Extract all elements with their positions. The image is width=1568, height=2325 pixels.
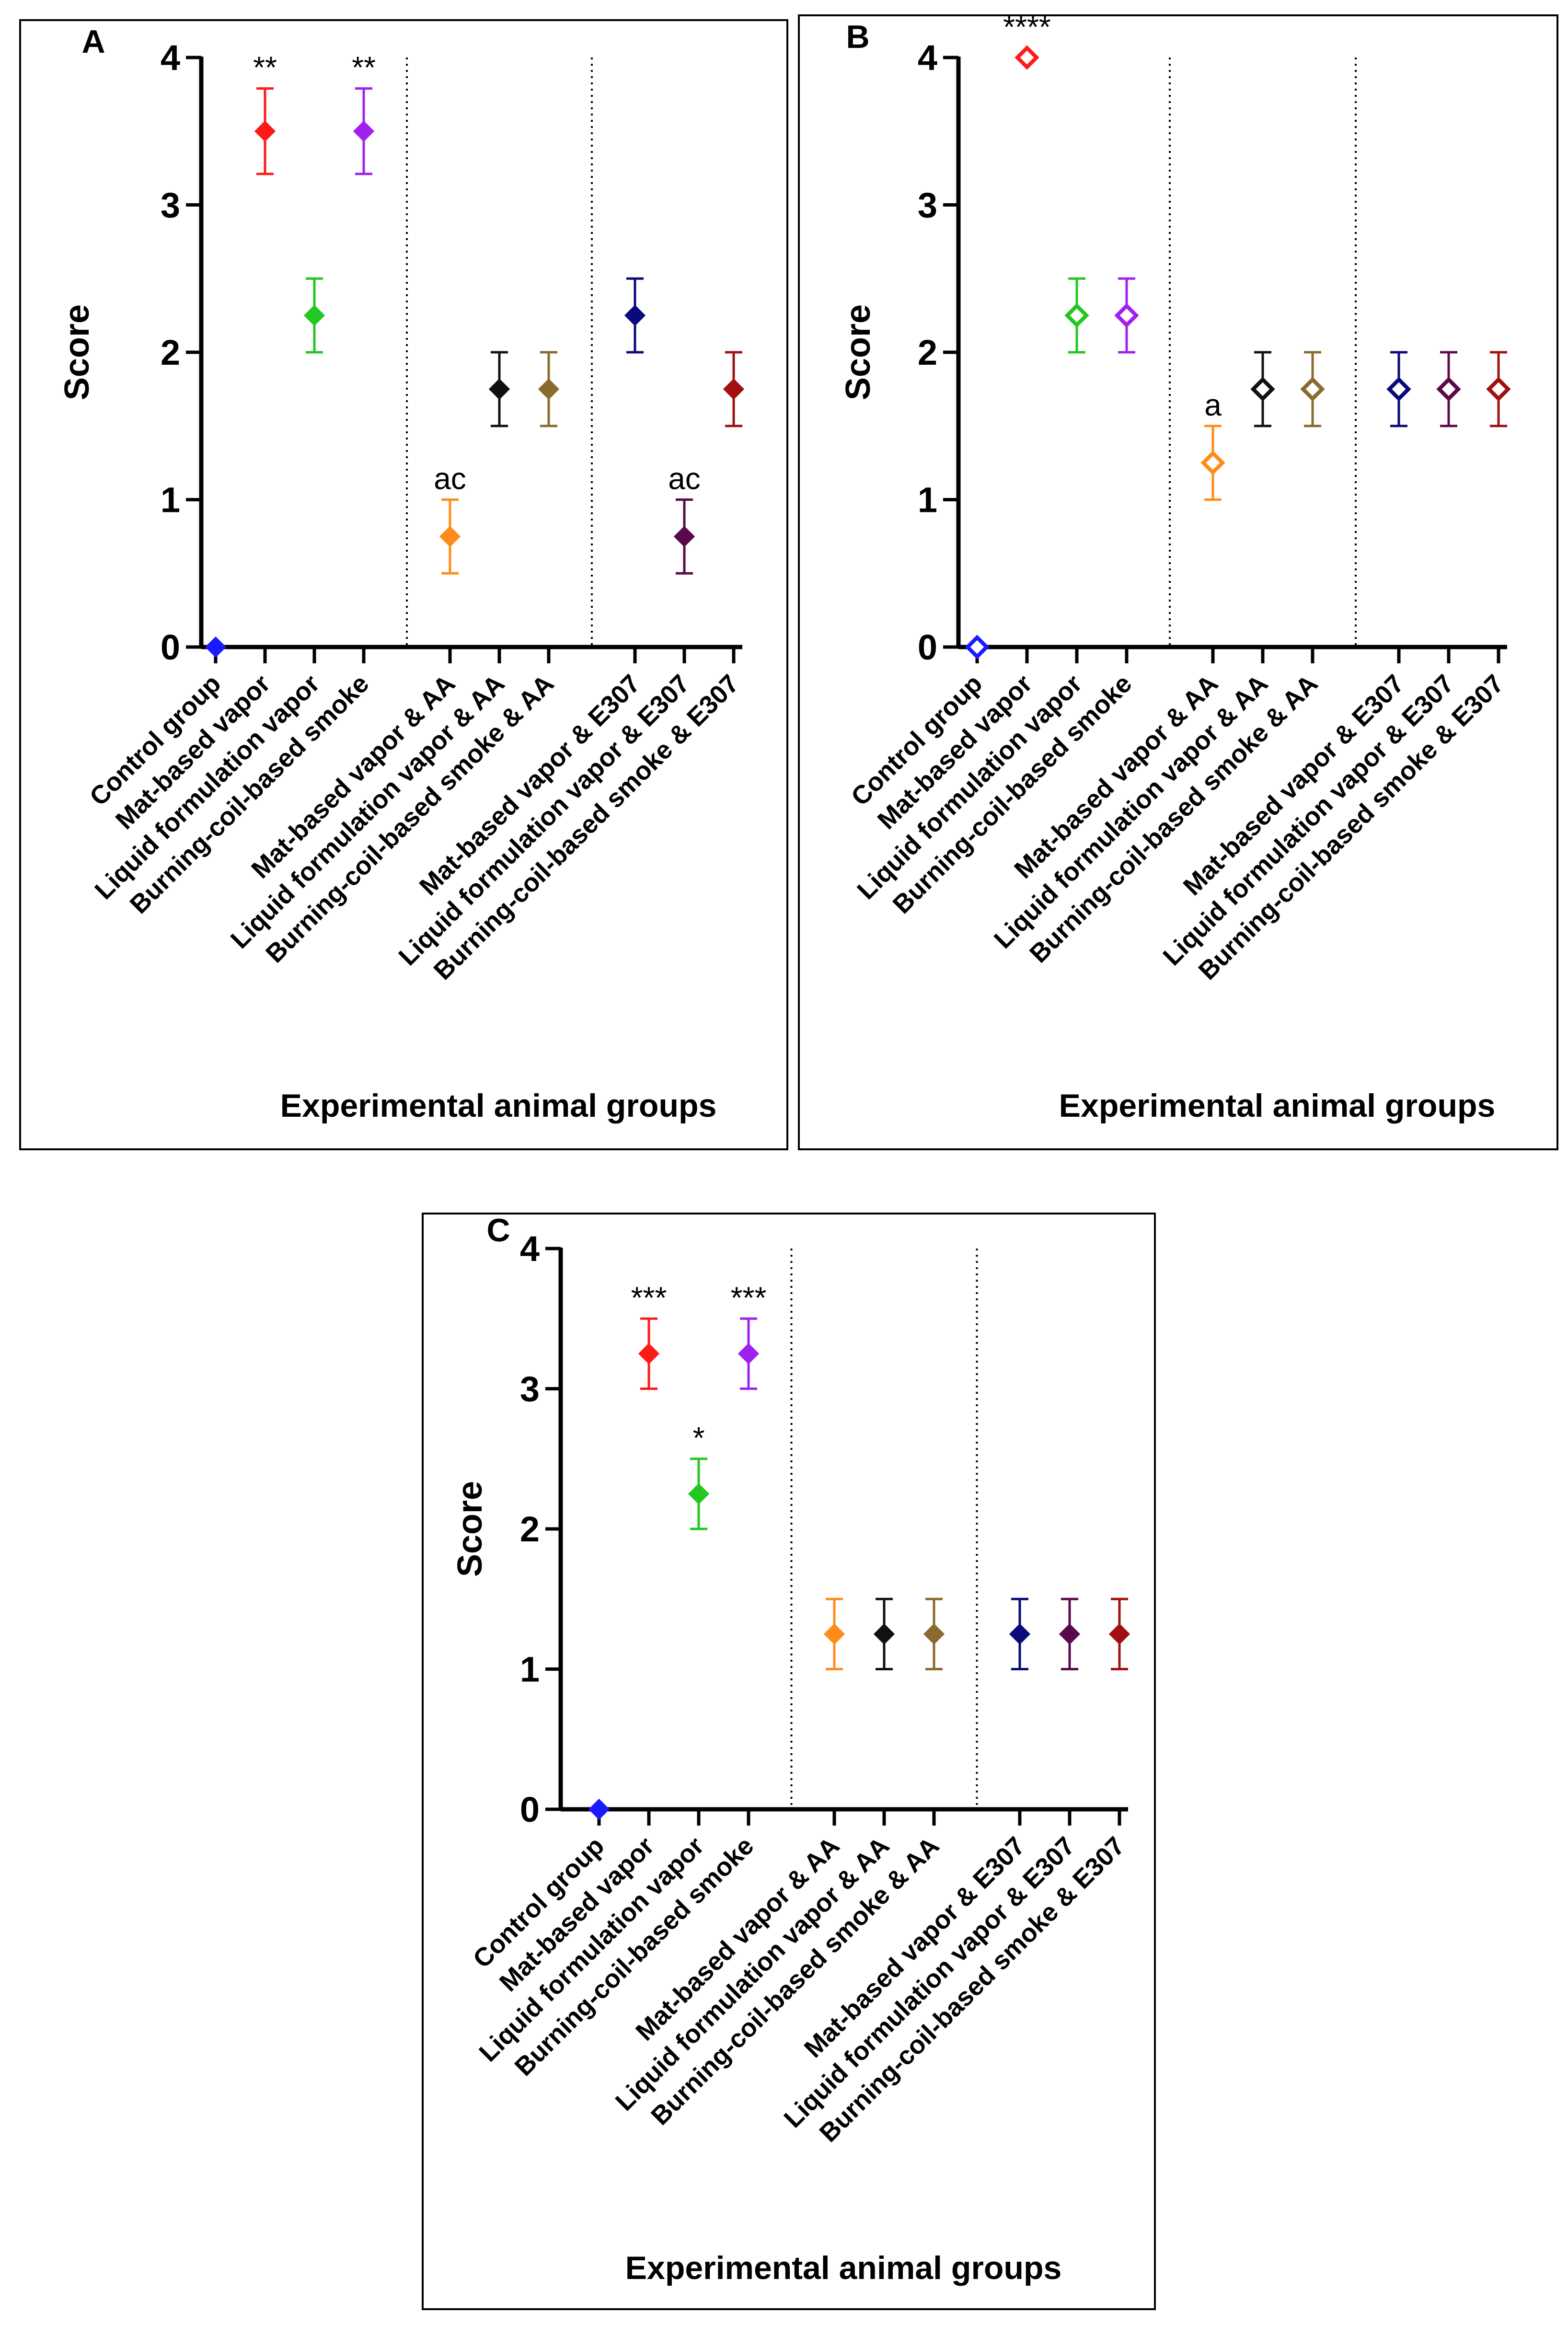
significance-label-burning-coil-based-smoke: *** xyxy=(731,1280,767,1315)
data-point-burning-coil-based-smoke xyxy=(738,1343,760,1365)
data-point-burning-coil-based-smoke-and-aa xyxy=(538,378,560,400)
data-point-liquid-formulation-vapor-and-aa xyxy=(873,1623,895,1645)
data-point-control-group xyxy=(205,636,227,658)
y-axis-label: Score xyxy=(839,304,877,400)
y-tick-label: 2 xyxy=(918,333,937,372)
data-point-mat-based-vapor-and-e307 xyxy=(1386,377,1411,402)
data-point-mat-based-vapor xyxy=(1015,45,1039,70)
x-tick-label-liquid-formulation-vapor-and-e307: Liquid formulation vapor & E307 xyxy=(778,1831,1080,2133)
x-axis-label: Experimental animal groups xyxy=(280,1087,717,1124)
data-point-mat-based-vapor-and-aa xyxy=(823,1623,845,1645)
y-tick-label: 4 xyxy=(918,38,937,78)
data-point-mat-based-vapor-and-aa xyxy=(1200,450,1225,475)
y-tick-label: 1 xyxy=(161,480,180,520)
y-tick-label: 3 xyxy=(918,185,937,225)
significance-label-mat-based-vapor-and-aa: ac xyxy=(434,462,466,496)
y-tick-label: 2 xyxy=(161,333,180,372)
y-axis-label: Score xyxy=(451,1481,489,1577)
y-tick-label: 4 xyxy=(520,1229,540,1269)
data-point-mat-based-vapor xyxy=(254,120,276,142)
data-point-burning-coil-based-smoke xyxy=(353,120,375,142)
x-tick-label-liquid-formulation-vapor-and-e307: Liquid formulation vapor & E307 xyxy=(1157,669,1459,971)
data-point-liquid-formulation-vapor-and-e307 xyxy=(1436,377,1461,402)
significance-label-liquid-formulation-vapor-and-e307: ac xyxy=(668,462,701,496)
x-axis-label: Experimental animal groups xyxy=(1059,1087,1496,1124)
data-point-burning-coil-based-smoke xyxy=(1114,303,1139,328)
significance-label-liquid-formulation-vapor: * xyxy=(693,1421,705,1455)
data-point-burning-coil-based-smoke-and-aa xyxy=(1300,377,1325,402)
data-point-burning-coil-based-smoke-and-e307 xyxy=(1486,377,1511,402)
significance-label-mat-based-vapor: ** xyxy=(253,50,277,85)
significance-label-mat-based-vapor: **** xyxy=(1003,14,1051,44)
panel-c: C 0 1 2 3 4 Score Control group Mat-based vapor L… xyxy=(422,1213,1156,2310)
y-tick-label: 1 xyxy=(520,1650,540,1689)
data-point-liquid-formulation-vapor xyxy=(1064,303,1089,328)
panel-frame xyxy=(422,1213,1156,2310)
y-tick-label: 0 xyxy=(520,1790,540,1829)
panel-a: A 0 1 2 3 4 Score Control group Mat-based vapor L… xyxy=(19,19,788,1150)
data-point-burning-coil-based-smoke-and-aa xyxy=(923,1623,945,1645)
y-axis-label: Score xyxy=(58,304,96,400)
panel-frame xyxy=(19,19,788,1150)
x-axis-label: Experimental animal groups xyxy=(625,2250,1062,2286)
panel-letter: C xyxy=(486,1213,510,1249)
data-point-mat-based-vapor xyxy=(638,1343,660,1365)
y-tick-label: 3 xyxy=(161,185,180,225)
data-point-control-group xyxy=(588,1798,610,1820)
y-tick-label: 4 xyxy=(161,38,180,78)
data-point-liquid-formulation-vapor xyxy=(688,1483,710,1504)
panel-frame xyxy=(798,14,1558,1150)
y-tick-label: 3 xyxy=(520,1369,540,1409)
data-point-liquid-formulation-vapor-and-e307 xyxy=(1059,1623,1081,1645)
data-point-burning-coil-based-smoke-and-e307 xyxy=(1108,1623,1130,1645)
panel-letter: B xyxy=(846,19,869,55)
significance-label-burning-coil-based-smoke: ** xyxy=(352,50,376,85)
data-point-mat-based-vapor-and-e307 xyxy=(624,305,646,326)
panel-letter: A xyxy=(81,23,105,60)
significance-label-mat-based-vapor: *** xyxy=(631,1280,667,1315)
data-point-burning-coil-based-smoke-and-e307 xyxy=(723,378,745,400)
significance-label-mat-based-vapor-and-aa: a xyxy=(1204,388,1222,422)
data-point-liquid-formulation-vapor-and-e307 xyxy=(673,526,695,547)
data-point-mat-based-vapor-and-e307 xyxy=(1009,1623,1031,1645)
data-point-control-group xyxy=(965,635,990,659)
panel-b: B 0 1 2 3 4 Score Control group Mat-based vapor L… xyxy=(798,14,1558,1150)
data-point-mat-based-vapor-and-aa xyxy=(439,526,461,547)
x-tick-label-liquid-formulation-vapor-and-e307: Liquid formulation vapor & E307 xyxy=(393,669,695,971)
y-tick-label: 1 xyxy=(918,480,937,520)
data-point-liquid-formulation-vapor-and-aa xyxy=(488,378,510,400)
y-tick-label: 0 xyxy=(161,627,180,667)
data-point-liquid-formulation-vapor-and-aa xyxy=(1250,377,1275,402)
data-point-liquid-formulation-vapor xyxy=(303,305,325,326)
y-tick-label: 0 xyxy=(918,627,937,667)
y-tick-label: 2 xyxy=(520,1509,540,1549)
